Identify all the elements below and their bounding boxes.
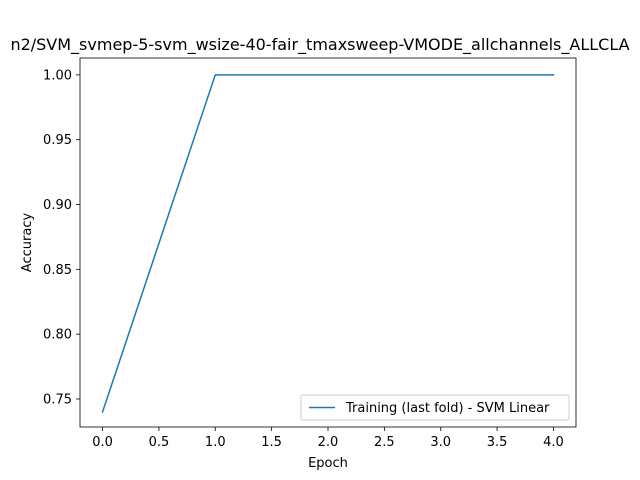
x-tick-label: 3.5 [487,435,508,450]
x-tick-label: 4.0 [543,435,564,450]
y-tick-label: 0.95 [43,133,72,148]
x-tick-label: 1.5 [261,435,282,450]
x-axis-label: Epoch [308,456,348,471]
y-tick-label: 0.75 [43,392,72,407]
legend-entry-label: Training (last fold) - SVM Linear [345,401,550,416]
y-tick-label: 0.85 [43,263,72,278]
x-tick-label: 3.0 [430,435,451,450]
x-tick-label: 1.0 [205,435,226,450]
plot-area [80,58,576,427]
series-layer [101,74,555,413]
x-tick-label: 0.0 [92,435,113,450]
y-tick-label: 1.00 [43,68,72,83]
legend: Training (last fold) - SVM Linear [300,394,570,421]
x-axis-ticks: 0.0 0.5 1.0 1.5 2.0 2.5 3.0 3.5 4.0 [92,427,564,450]
legend-box [300,394,570,421]
series-line-0 [101,74,555,413]
x-tick-label: 2.0 [318,435,339,450]
y-tick-label: 0.90 [43,198,72,213]
chart-title: n2/SVM_svmep-5-svm_wsize-40-fair_tmaxswe… [10,35,629,55]
plot-frame [79,57,577,428]
x-tick-label: 2.5 [374,435,395,450]
x-tick-label: 0.5 [149,435,170,450]
y-axis-label: Accuracy [20,213,35,273]
y-axis-ticks: 0.75 0.80 0.85 0.90 0.95 1.00 [43,68,80,407]
y-tick-label: 0.80 [43,328,72,343]
